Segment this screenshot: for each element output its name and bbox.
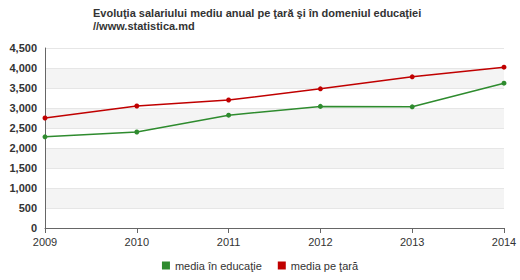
svg-text:2009: 2009: [33, 236, 57, 248]
svg-text:Evoluţia salariului mediu anua: Evoluţia salariului mediu anual pe ţară …: [93, 7, 421, 19]
svg-text:2,500: 2,500: [9, 122, 37, 134]
svg-text:2014: 2014: [492, 236, 516, 248]
svg-text:1,000: 1,000: [9, 182, 37, 194]
svg-text:4,000: 4,000: [9, 62, 37, 74]
svg-text:3,000: 3,000: [9, 102, 37, 114]
svg-text:500: 500: [19, 202, 37, 214]
svg-text:2,000: 2,000: [9, 142, 37, 154]
svg-text:media pe ţară: media pe ţară: [291, 260, 359, 272]
svg-text:1,500: 1,500: [9, 162, 37, 174]
svg-text:2012: 2012: [308, 236, 332, 248]
svg-text:2010: 2010: [125, 236, 149, 248]
svg-text:0: 0: [31, 222, 37, 234]
svg-text:2011: 2011: [217, 236, 241, 248]
svg-text:media în educaţie: media în educaţie: [175, 260, 262, 272]
svg-text:4,500: 4,500: [9, 42, 37, 54]
svg-text:2013: 2013: [400, 236, 424, 248]
svg-text:3,500: 3,500: [9, 82, 37, 94]
svg-text://www.statistica.md: //www.statistica.md: [93, 20, 195, 32]
